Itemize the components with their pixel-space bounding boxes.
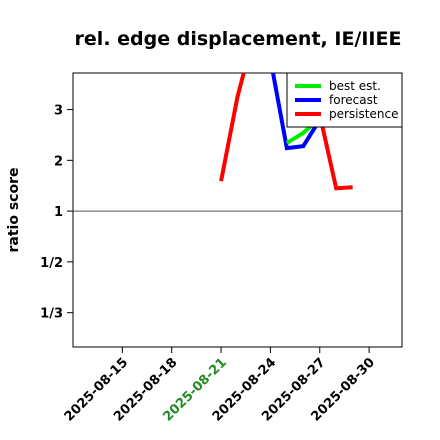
chart-title: rel. edge displacement, IE/IIEE: [75, 28, 402, 50]
y-tick-label: 1/3: [40, 307, 63, 322]
y-tick-label: 2: [54, 154, 63, 169]
y-tick-label: 1: [54, 205, 63, 220]
y-axis-label: ratio score: [6, 168, 22, 253]
y-tick-label: 1/2: [40, 256, 63, 271]
legend-label: best est.: [329, 79, 381, 93]
y-tick-label: 3: [54, 104, 63, 119]
series-line: [219, 73, 353, 191]
series-line: [270, 73, 322, 151]
legend-label: forecast: [329, 93, 378, 107]
plot-frame: [72, 72, 403, 348]
legend-label: persistence: [329, 107, 398, 121]
